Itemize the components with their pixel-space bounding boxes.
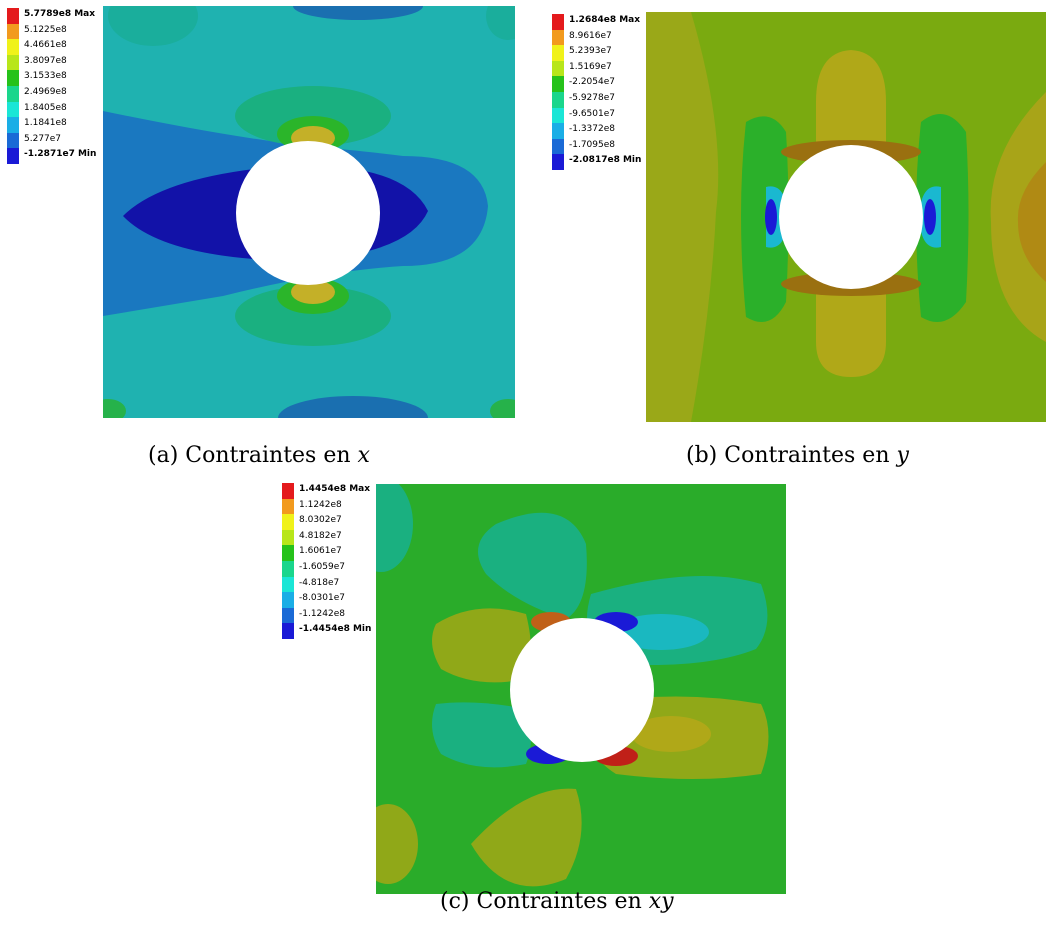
legend-swatch <box>282 529 294 546</box>
legend-label: -2.2054e7 <box>569 77 616 88</box>
legend-swatch <box>552 76 564 93</box>
legend-swatch <box>7 39 19 56</box>
legend-swatch <box>7 117 19 134</box>
legend-label: -1.6059e7 <box>299 562 346 572</box>
legend-swatch <box>552 14 564 30</box>
legend-label: -8.0301e7 <box>299 593 346 604</box>
legend-label: 1.1841e8 <box>24 118 67 129</box>
stress-plot-y <box>646 12 1046 422</box>
legend-label: 1.5169e7 <box>569 61 612 72</box>
legend-swatch <box>282 561 294 577</box>
stress-plot-xy <box>376 484 786 894</box>
legend-swatch <box>282 607 294 624</box>
legend-swatch <box>282 498 294 515</box>
legend-label: -1.1242e8 <box>299 608 346 619</box>
legend-label: 2.4969e8 <box>24 87 67 97</box>
legend-label: -5.9278e7 <box>569 93 616 103</box>
legend-swatch <box>552 60 564 77</box>
legend-swatch <box>7 148 19 165</box>
legend-swatch <box>7 54 19 71</box>
legend-swatch <box>7 101 19 118</box>
legend-swatch <box>7 23 19 40</box>
legend-label: 5.1225e8 <box>24 24 67 35</box>
legend-label: 5.277e7 <box>24 133 62 144</box>
legend-label: 3.8097e8 <box>24 55 67 66</box>
stress-plot-x <box>103 6 515 418</box>
legend-label: -2.0817e8 Min <box>569 155 642 166</box>
legend-label: 1.6061e7 <box>299 546 342 557</box>
legend-swatch <box>552 107 564 124</box>
legend-swatch <box>552 123 564 140</box>
legend-label: 8.0302e7 <box>299 515 342 526</box>
legend-swatch <box>552 45 564 62</box>
legend-label: 4.8182e7 <box>299 530 342 541</box>
legend-swatch <box>7 132 19 149</box>
legend-label: 8.9616e7 <box>569 30 612 41</box>
legend-label: -1.7095e8 <box>569 139 616 150</box>
legend-swatch <box>7 86 19 102</box>
legend-label: -1.2871e7 Min <box>24 149 97 160</box>
caption-b: (b) Contraintes en y <box>686 443 909 468</box>
legend-swatch <box>282 483 294 499</box>
legend-swatch <box>552 154 564 171</box>
legend-swatch <box>552 138 564 155</box>
legend-label: 1.2684e8 Max <box>569 15 641 25</box>
legend-swatch <box>7 70 19 87</box>
legend-swatch <box>552 92 564 108</box>
legend-label: 1.4454e8 Max <box>299 484 371 494</box>
legend-label: 5.2393e7 <box>569 46 612 57</box>
legend-label: 3.1533e8 <box>24 71 67 82</box>
legend-label: 4.4661e8 <box>24 40 67 51</box>
legend-swatch <box>282 592 294 609</box>
legend-swatch <box>282 623 294 640</box>
caption-a: (a) Contraintes en x <box>148 443 370 468</box>
caption-c: (c) Contraintes en xy <box>440 889 674 914</box>
legend-swatch <box>282 514 294 531</box>
legend-label: -1.3372e8 <box>569 124 616 135</box>
legend-label: 5.7789e8 Max <box>24 9 96 19</box>
legend-label: -4.818e7 <box>299 577 340 588</box>
legend-swatch <box>282 576 294 593</box>
legend-swatch <box>7 8 19 24</box>
legend-label: -1.4454e8 Min <box>299 624 372 635</box>
legend-label: 1.1242e8 <box>299 499 342 510</box>
legend-label: 1.8405e8 <box>24 102 67 113</box>
legend-label: -9.6501e7 <box>569 108 616 119</box>
legend-swatch <box>282 545 294 562</box>
legend-swatch <box>552 29 564 46</box>
